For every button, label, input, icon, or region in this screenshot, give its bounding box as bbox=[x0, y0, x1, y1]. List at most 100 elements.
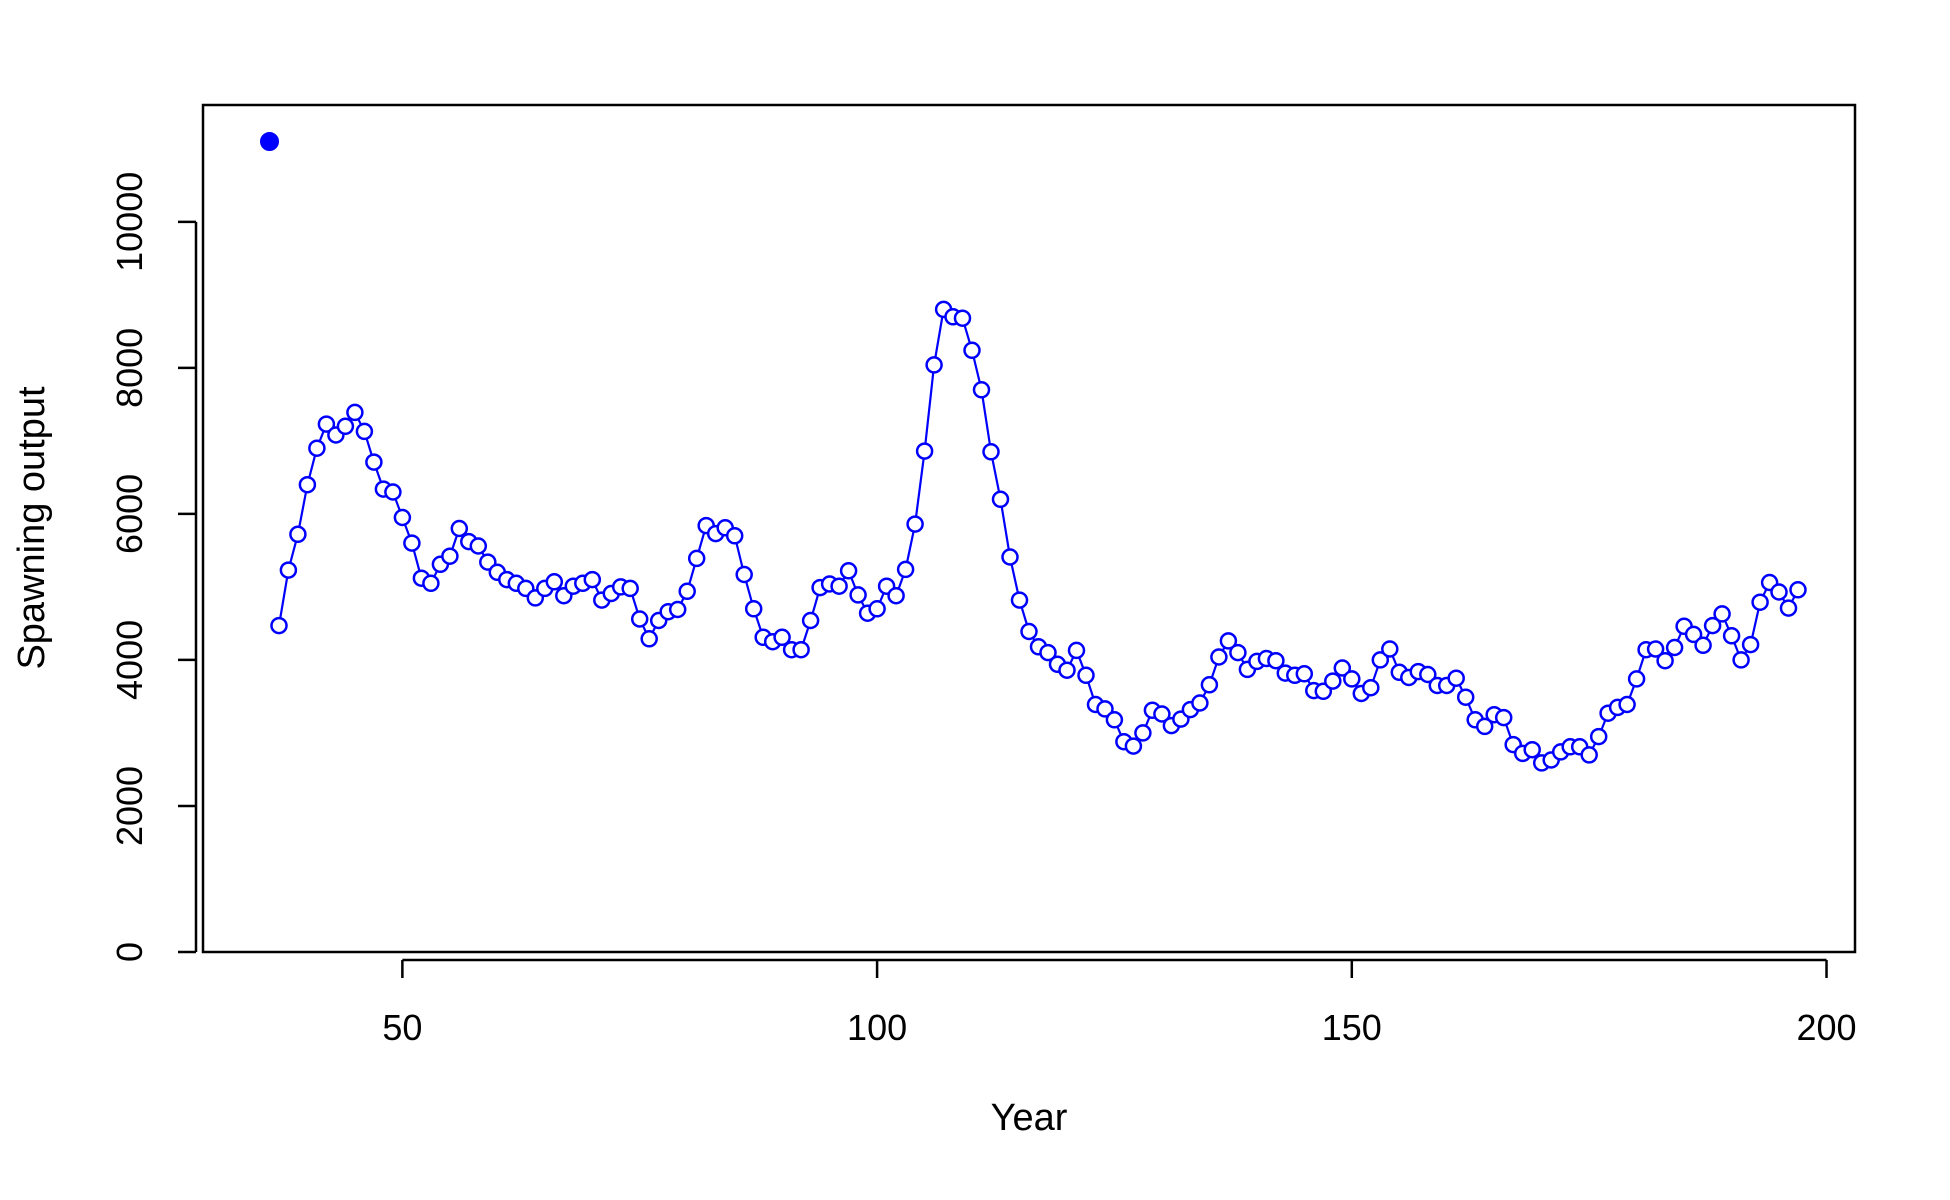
data-point bbox=[896, 560, 915, 579]
data-point bbox=[801, 611, 820, 630]
data-point bbox=[972, 381, 991, 399]
data-point bbox=[1200, 676, 1219, 694]
data-point bbox=[1210, 648, 1228, 666]
data-point bbox=[1381, 640, 1399, 658]
data-point bbox=[270, 616, 288, 635]
data-point bbox=[1523, 740, 1541, 759]
data-point bbox=[640, 630, 658, 648]
y-tick-label: 6000 bbox=[109, 474, 150, 554]
data-point bbox=[953, 309, 972, 327]
data-point bbox=[1722, 627, 1741, 645]
data-point bbox=[1684, 625, 1703, 644]
data-point bbox=[1694, 636, 1712, 655]
data-point bbox=[1058, 661, 1076, 679]
data-point bbox=[545, 573, 564, 591]
data-point bbox=[1665, 638, 1684, 657]
data-point bbox=[1219, 632, 1238, 650]
x-axis-title: Year bbox=[991, 1097, 1068, 1139]
data-point bbox=[1001, 548, 1019, 566]
data-point bbox=[1362, 678, 1380, 697]
data-point bbox=[393, 508, 412, 527]
y-axis-title: Spawning output bbox=[11, 386, 53, 670]
y-tick-label: 8000 bbox=[109, 328, 150, 408]
data-point bbox=[450, 519, 469, 538]
data-point bbox=[1646, 640, 1665, 658]
data-point bbox=[346, 403, 364, 422]
data-point bbox=[773, 628, 791, 647]
data-point bbox=[1713, 605, 1731, 623]
y-tick-label: 0 bbox=[109, 942, 150, 962]
plot-frame bbox=[201, 103, 1857, 954]
data-point bbox=[744, 600, 763, 618]
data-point bbox=[1295, 665, 1314, 683]
data-point bbox=[1134, 724, 1152, 742]
data-point bbox=[336, 417, 355, 436]
data-point bbox=[308, 439, 326, 457]
data-point bbox=[1419, 665, 1437, 684]
series-layer bbox=[260, 132, 1807, 772]
data-point bbox=[384, 483, 402, 501]
data-point bbox=[792, 640, 810, 659]
data-point bbox=[925, 356, 943, 374]
data-point bbox=[1010, 591, 1029, 609]
data-point bbox=[1191, 694, 1209, 712]
data-point bbox=[915, 442, 934, 460]
data-point bbox=[1096, 700, 1114, 718]
data-point bbox=[1618, 695, 1636, 714]
data-point bbox=[1751, 593, 1769, 611]
data-point bbox=[687, 549, 706, 568]
data-point bbox=[991, 490, 1010, 509]
data-point bbox=[1229, 643, 1247, 662]
data-point bbox=[298, 475, 317, 494]
y-axis: 0 2000 4000 6000 8000 10000 bbox=[109, 172, 198, 962]
y-tick-label: 10000 bbox=[109, 172, 150, 272]
data-point bbox=[1105, 711, 1124, 729]
data-point bbox=[621, 579, 639, 598]
data-point bbox=[1580, 746, 1598, 764]
data-point bbox=[1447, 669, 1465, 687]
y-tick-label: 2000 bbox=[109, 766, 150, 846]
data-point bbox=[279, 561, 298, 579]
data-point bbox=[583, 570, 602, 589]
data-point bbox=[1475, 717, 1494, 736]
x-axis: 50 100 150 200 bbox=[382, 958, 1857, 1048]
data-point bbox=[317, 415, 336, 433]
data-point bbox=[1343, 670, 1361, 688]
data-point bbox=[830, 577, 848, 595]
data-point bbox=[469, 537, 488, 555]
data-point bbox=[849, 586, 867, 604]
data-point bbox=[1371, 651, 1390, 669]
data-point bbox=[1779, 599, 1798, 617]
data-point bbox=[725, 527, 744, 545]
x-tick-label: 50 bbox=[382, 1007, 422, 1048]
data-point bbox=[1589, 727, 1608, 746]
data-point bbox=[630, 610, 649, 628]
data-point bbox=[906, 515, 924, 533]
x-tick-label: 200 bbox=[1796, 1007, 1856, 1048]
data-point bbox=[982, 443, 1000, 461]
y-tick-label: 4000 bbox=[109, 620, 150, 700]
data-point bbox=[868, 600, 886, 618]
x-tick-label: 100 bbox=[847, 1007, 907, 1048]
data-point bbox=[1267, 651, 1285, 670]
data-point bbox=[1494, 708, 1513, 727]
data-point bbox=[1741, 635, 1760, 654]
data-point bbox=[1703, 616, 1722, 635]
data-point bbox=[887, 586, 905, 605]
series-line bbox=[277, 307, 1799, 765]
data-point bbox=[1333, 659, 1352, 677]
x-tick-label: 150 bbox=[1322, 1007, 1382, 1048]
data-point bbox=[839, 562, 858, 580]
data-point bbox=[1324, 672, 1342, 690]
data-point bbox=[1124, 737, 1143, 755]
data-point bbox=[355, 422, 374, 441]
data-point bbox=[1067, 641, 1086, 660]
data-point bbox=[678, 582, 696, 601]
data-point bbox=[422, 574, 440, 593]
data-point bbox=[1627, 670, 1646, 688]
data-point bbox=[441, 547, 459, 565]
data-point bbox=[1077, 666, 1095, 685]
data-point bbox=[1789, 581, 1807, 599]
virgin-point bbox=[260, 132, 279, 151]
